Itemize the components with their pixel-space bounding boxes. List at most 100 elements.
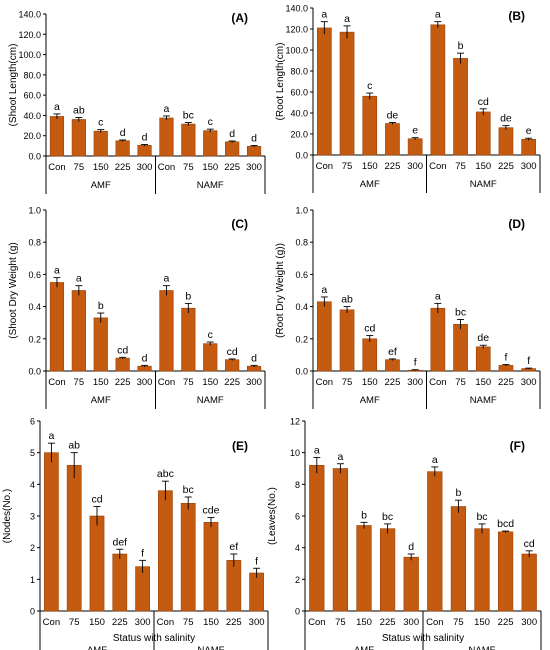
chart-panel-f: 0 2 4 6 8 10 12 a Con a 75 b 150 bc 225 d 300 a Con b 75 bc 15… [267,417,542,650]
y-tick-label: 0.4 [28,302,41,312]
group-label: NAMF [469,645,496,650]
bar [427,471,443,612]
y-tick-label: 80.0 [290,67,308,77]
y-tick-label: 1.0 [295,206,308,216]
panel-label: (D) [508,217,525,231]
significance-letter: a [314,444,320,456]
panel-label: (C) [231,217,248,231]
y-tick-label: 0.4 [295,302,308,312]
y-tick-label: 60.0 [23,91,41,101]
x-tick-label: 300 [521,617,537,628]
x-tick-label: 300 [246,377,262,388]
x-tick-label: 75 [69,617,80,628]
y-tick-label: 2 [30,543,35,553]
y-tick-label: 6 [30,417,35,427]
y-tick-label: 5 [30,448,35,458]
significance-letter: a [54,265,60,277]
chart-panel-a: 0.020.040.060.080.0100.0120.0140.0aConab… [8,10,266,194]
x-tick-label: Con [429,377,446,388]
bar [137,145,152,157]
x-tick-label: 300 [521,377,537,388]
bar [93,317,108,372]
y-tick-label: 80.0 [23,70,41,80]
y-tick-label: 60.0 [290,88,308,98]
significance-letter: cd [117,344,128,356]
significance-letter: bc [183,110,194,122]
y-tick-label: 0.2 [295,334,308,344]
significance-letter: d [120,127,126,139]
significance-letter: a [435,290,441,302]
y-tick-label: 100.0 [285,46,308,56]
significance-letter: bcd [497,518,514,530]
x-tick-label: Con [429,161,446,172]
bar [498,365,514,372]
x-tick-label: 150 [93,162,109,173]
bar [66,465,82,612]
panel-label: (F) [510,439,525,453]
significance-letter: b [455,487,461,499]
bar [430,24,446,156]
bar [521,138,536,156]
significance-letter: e [526,125,532,137]
significance-letter: c [367,80,372,92]
bar [362,95,378,156]
x-tick-label: 150 [362,377,378,388]
y-axis-label: (Nodes(No.) [2,489,13,543]
x-tick-label: 225 [226,617,242,628]
bar [135,566,150,612]
x-tick-label: 150 [475,161,491,172]
significance-letter: cd [524,538,535,550]
group-label: NAMF [197,180,224,191]
bar [225,359,240,372]
significance-letter: bc [476,511,487,523]
x-tick-label: Con [316,377,333,388]
significance-letter: cde [203,505,220,517]
x-tick-label: 150 [475,377,491,388]
significance-letter: de [387,109,399,121]
y-tick-label: 120.0 [285,25,308,35]
bar [339,31,355,156]
bar [385,123,400,156]
group-label: NAMF [470,395,497,406]
x-axis-label: Status with salinity [382,633,464,644]
significance-letter: a [321,284,327,296]
bar [498,127,514,156]
significance-letter: e [412,125,418,137]
significance-letter: b [185,290,191,302]
significance-letter: a [321,9,327,21]
significance-letter: cd [364,323,375,335]
bar [203,130,218,157]
bar [44,452,59,612]
bar [385,359,400,372]
bar [317,27,332,156]
bar [181,307,196,372]
significance-letter: a [48,430,54,442]
bar [379,528,396,612]
significance-letter: f [141,547,144,559]
group-label: AMF [91,180,111,191]
significance-letter: a [164,103,170,115]
y-tick-label: 1 [30,575,35,585]
bar [89,515,105,612]
significance-letter: ef [229,541,238,553]
chart-panel-d: 0.0 0.2 0.4 0.6 0.8 1.0 a Con ab 75 cd 150 ef 225 f 300… [275,206,541,409]
y-tick-label: 100.0 [18,50,41,60]
y-tick-label: 10 [290,448,300,458]
x-tick-label: 225 [380,617,396,628]
y-tick-label: 0.0 [28,152,41,162]
y-tick-label: 12 [290,417,300,427]
bar [249,572,264,612]
x-tick-label: 225 [224,377,240,388]
y-tick-label: 8 [295,480,300,490]
y-tick-label: 0 [295,607,300,617]
x-tick-label: 225 [112,617,128,628]
x-tick-label: Con [308,617,325,628]
x-tick-label: 150 [202,162,218,173]
x-tick-label: Con [426,617,443,628]
x-tick-label: 75 [453,617,464,628]
significance-letter: b [361,509,367,521]
x-tick-label: 225 [498,617,514,628]
bar [203,343,218,372]
x-tick-label: 225 [115,162,131,173]
significance-letter: de [500,113,512,125]
